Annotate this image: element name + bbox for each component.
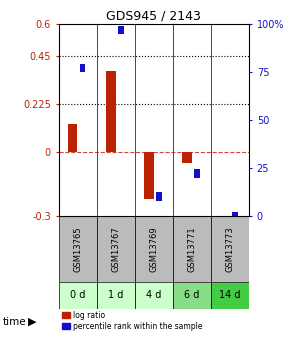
Text: 1 d: 1 d [108,290,123,300]
Bar [118,26,124,34]
Bar [194,169,200,178]
Bar [182,152,192,162]
Text: 4 d: 4 d [146,290,161,300]
Text: ▶: ▶ [28,317,36,326]
Text: 0 d: 0 d [70,290,85,300]
Bar [211,282,249,309]
Bar [59,216,97,282]
Bar [144,152,154,199]
Bar [97,282,135,309]
Bar [59,282,97,309]
Bar [173,216,211,282]
Text: 14 d: 14 d [219,290,241,300]
Text: GSM13773: GSM13773 [226,226,234,272]
Text: GSM13769: GSM13769 [149,226,158,272]
Bar [68,124,77,152]
Text: GSM13771: GSM13771 [188,226,196,272]
Bar [156,193,162,201]
Text: GSM13765: GSM13765 [73,226,82,272]
Bar [80,64,86,72]
Bar [211,216,249,282]
Text: GSM13767: GSM13767 [111,226,120,272]
Bar [135,216,173,282]
Bar [97,216,135,282]
Text: 6 d: 6 d [184,290,200,300]
Text: time: time [3,317,27,326]
Bar [173,282,211,309]
Title: GDS945 / 2143: GDS945 / 2143 [106,10,201,23]
Bar [106,71,115,152]
Bar [135,282,173,309]
Bar [232,211,238,220]
Legend: log ratio, percentile rank within the sample: log ratio, percentile rank within the sa… [62,311,203,331]
